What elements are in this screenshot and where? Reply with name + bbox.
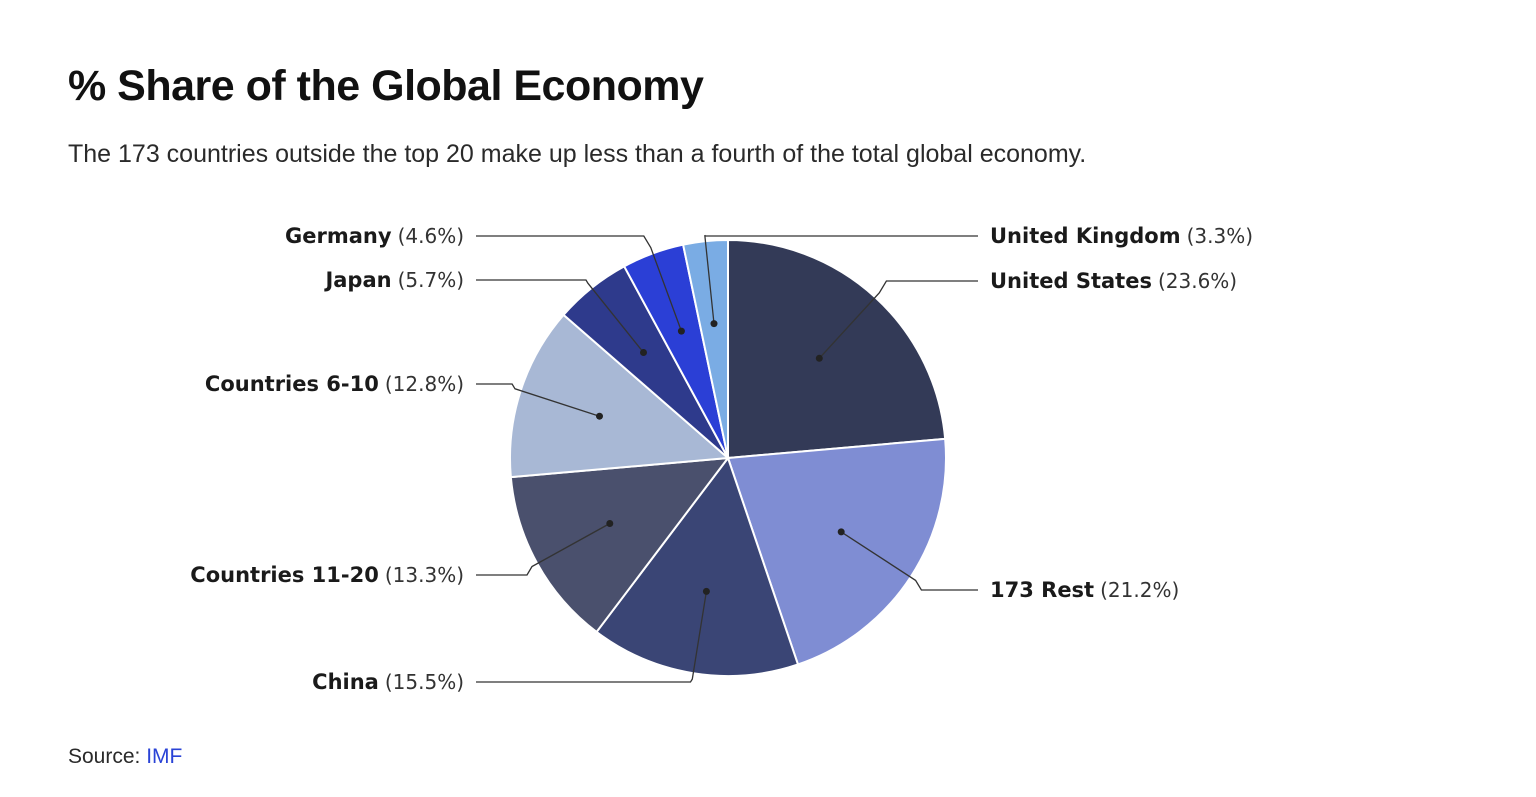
leader-dot-germany — [677, 327, 685, 335]
leader-line-countries-6-10 — [476, 383, 600, 417]
leader-dot-countries-11-20 — [606, 520, 614, 527]
slice-label-germany: Germany (4.6%) — [285, 224, 464, 248]
slice-label-value: (23.6%) — [1158, 269, 1237, 293]
leader-line-germany — [476, 235, 683, 332]
pie-slices — [509, 238, 947, 678]
slice-label-japan: Japan (5.7%) — [323, 268, 464, 292]
slice-label-value: (5.7%) — [398, 268, 464, 292]
slice-label-countries-11-20: Countries 11-20 (13.3%) — [190, 563, 464, 587]
pie-labels: United States (23.6%) 173 Rest (21.2%) China… — [190, 224, 1253, 694]
slice-label-name: United States — [990, 269, 1152, 293]
slice-label-name: 173 Rest — [990, 578, 1094, 602]
leader-dot-countries-6-10 — [596, 412, 603, 420]
slice-label-united-kingdom: United Kingdom (3.3%) — [990, 224, 1253, 248]
leader-dot-china — [702, 587, 710, 595]
slice-label-173-rest: 173 Rest (21.2%) — [990, 578, 1179, 602]
slice-label-name: Countries 11-20 — [190, 563, 379, 587]
leader-line-china — [476, 591, 708, 683]
leader-line-united-kingdom — [704, 234, 978, 324]
slice-label-value: (21.2%) — [1100, 578, 1179, 602]
slice-label-value: (15.5%) — [385, 670, 464, 694]
leader-line-japan — [476, 279, 645, 353]
slice-label-countries-6-10: Countries 6-10 (12.8%) — [205, 372, 464, 396]
pie-leader-lines — [476, 234, 978, 683]
chart-subtitle: The 173 countries outside the top 20 mak… — [68, 140, 1087, 168]
slice-label-china: China (15.5%) — [312, 670, 464, 694]
slice-label-name: Countries 6-10 — [205, 372, 379, 396]
leader-line-173-rest — [840, 531, 978, 591]
slice-label-value: (13.3%) — [385, 563, 464, 587]
leader-line-united-states — [818, 280, 978, 359]
slice-label-name: United Kingdom — [990, 224, 1181, 248]
leader-line-countries-11-20 — [476, 522, 611, 576]
leader-dot-united-kingdom — [710, 320, 718, 328]
source-link[interactable]: IMF — [146, 745, 183, 768]
slice-label-name: Germany — [285, 224, 392, 248]
slice-label-name: Japan — [323, 268, 391, 292]
slice-label-united-states: United States (23.6%) — [990, 269, 1237, 293]
slice-label-value: (12.8%) — [385, 372, 464, 396]
slice-label-value: (4.6%) — [398, 224, 464, 248]
leader-dot-japan — [640, 349, 647, 356]
source-label: Source: — [68, 745, 141, 768]
pie-slice-united-states[interactable] — [727, 238, 947, 460]
leader-dot-united-states — [815, 354, 823, 362]
slice-label-name: China — [312, 670, 379, 694]
source-note: Source: IMF — [68, 745, 182, 769]
slice-label-value: (3.3%) — [1187, 224, 1253, 248]
leader-dot-173-rest — [837, 528, 845, 536]
chart-title: % Share of the Global Economy — [68, 62, 704, 110]
